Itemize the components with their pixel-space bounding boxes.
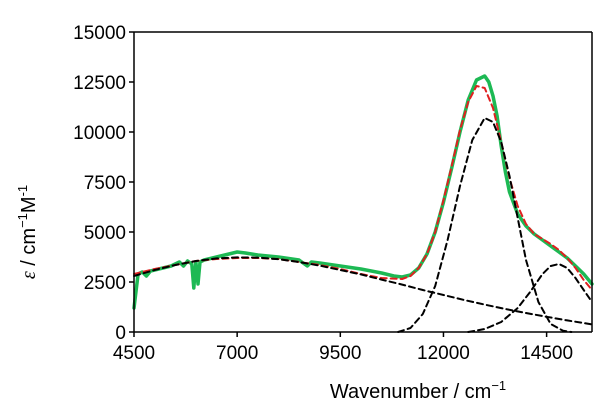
x-axis-title: Wavenumber / cm−1 bbox=[330, 378, 506, 403]
x-tick-label: 12000 bbox=[417, 343, 470, 364]
y-axis-title: ε / cm−1M-1 bbox=[15, 185, 40, 279]
y-tick-label: 0 bbox=[115, 323, 126, 344]
series-line-4 bbox=[467, 263, 593, 333]
series-line-3 bbox=[397, 117, 573, 333]
y-tick-label: 15000 bbox=[73, 23, 126, 44]
x-tick-label: 14500 bbox=[520, 343, 573, 364]
series-line-2 bbox=[133, 256, 593, 326]
x-tick-label: 4500 bbox=[113, 343, 155, 364]
y-tick-label: 12500 bbox=[73, 73, 126, 94]
y-tick-label: 2500 bbox=[84, 273, 126, 294]
x-tick-label: 7000 bbox=[216, 343, 258, 364]
tick-labels: 4500 7000 9500 12000 14500 0 2500 5000 7500 10000… bbox=[73, 23, 573, 364]
plot-lines bbox=[132, 74, 594, 333]
y-tick-label: 7500 bbox=[84, 173, 126, 194]
x-tick-label: 9500 bbox=[319, 343, 361, 364]
axes bbox=[129, 31, 593, 337]
y-tick-label: 10000 bbox=[73, 123, 126, 144]
y-tick-label: 5000 bbox=[84, 223, 126, 244]
series-line-0 bbox=[132, 74, 594, 310]
